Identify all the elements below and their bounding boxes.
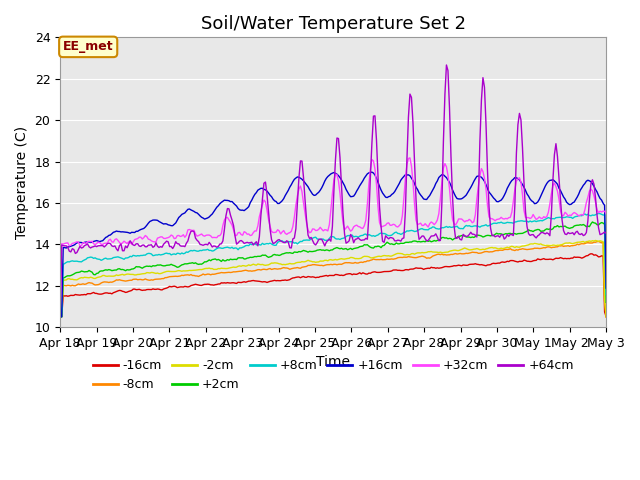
-16cm	[124, 289, 131, 295]
+32cm	[124, 240, 131, 246]
+2cm	[602, 300, 610, 305]
+32cm	[56, 314, 64, 320]
-16cm	[602, 314, 610, 320]
Line: -16cm: -16cm	[60, 254, 606, 317]
Line: -2cm: -2cm	[60, 240, 606, 317]
+64cm	[124, 245, 131, 251]
-8cm	[295, 265, 303, 271]
+8cm	[124, 255, 131, 261]
+64cm	[237, 238, 245, 243]
-8cm	[219, 270, 227, 276]
+64cm	[246, 240, 254, 246]
-8cm	[237, 268, 245, 274]
Line: +2cm: +2cm	[60, 222, 606, 317]
+16cm	[56, 314, 64, 320]
-8cm	[602, 314, 610, 320]
+16cm	[368, 169, 376, 175]
+64cm	[56, 314, 64, 320]
-8cm	[124, 278, 131, 284]
-16cm	[295, 274, 303, 280]
Line: +64cm: +64cm	[60, 65, 606, 317]
+64cm	[295, 175, 303, 180]
-16cm	[56, 314, 64, 320]
+32cm	[602, 210, 610, 216]
-16cm	[219, 280, 227, 286]
+8cm	[219, 245, 227, 251]
+16cm	[219, 198, 227, 204]
+2cm	[124, 267, 131, 273]
+2cm	[589, 219, 596, 225]
-2cm	[56, 314, 64, 320]
+2cm	[572, 223, 580, 228]
Line: +8cm: +8cm	[60, 214, 606, 317]
+8cm	[602, 292, 610, 298]
+16cm	[295, 174, 303, 180]
+8cm	[572, 214, 580, 219]
+32cm	[237, 232, 245, 238]
-16cm	[587, 251, 595, 257]
+32cm	[246, 233, 254, 239]
+2cm	[295, 249, 303, 254]
-2cm	[295, 259, 303, 265]
Line: +32cm: +32cm	[60, 158, 606, 317]
Title: Soil/Water Temperature Set 2: Soil/Water Temperature Set 2	[200, 15, 466, 33]
+2cm	[56, 314, 64, 320]
-2cm	[237, 264, 245, 269]
+16cm	[602, 285, 610, 291]
-8cm	[56, 314, 64, 320]
+2cm	[237, 255, 245, 261]
+32cm	[406, 155, 414, 161]
+16cm	[124, 229, 131, 235]
X-axis label: Time: Time	[316, 355, 350, 370]
+16cm	[573, 194, 581, 200]
+8cm	[295, 240, 303, 245]
+8cm	[246, 241, 254, 247]
+64cm	[443, 62, 451, 68]
+32cm	[219, 223, 227, 228]
-2cm	[124, 271, 131, 277]
-16cm	[237, 280, 245, 286]
-16cm	[572, 254, 580, 260]
+16cm	[246, 200, 254, 205]
+64cm	[219, 238, 227, 244]
+2cm	[219, 257, 227, 263]
Line: -8cm: -8cm	[60, 241, 606, 317]
-2cm	[246, 263, 254, 268]
-8cm	[572, 242, 580, 248]
Legend: -16cm, -8cm, -2cm, +2cm, +8cm, +16cm, +32cm, +64cm: -16cm, -8cm, -2cm, +2cm, +8cm, +16cm, +3…	[88, 354, 579, 396]
Y-axis label: Temperature (C): Temperature (C)	[15, 126, 29, 239]
-2cm	[219, 265, 227, 271]
-16cm	[246, 278, 254, 284]
-8cm	[246, 268, 254, 274]
-2cm	[602, 314, 610, 320]
+2cm	[246, 254, 254, 260]
+64cm	[602, 230, 610, 236]
+8cm	[237, 245, 245, 251]
+8cm	[595, 211, 602, 216]
+32cm	[295, 186, 303, 192]
Text: EE_met: EE_met	[63, 40, 113, 53]
+64cm	[573, 228, 581, 234]
-2cm	[572, 240, 580, 246]
Line: +16cm: +16cm	[60, 172, 606, 317]
-2cm	[591, 238, 599, 243]
-8cm	[595, 239, 602, 244]
+32cm	[573, 212, 581, 217]
+8cm	[56, 314, 64, 320]
+16cm	[237, 207, 245, 213]
